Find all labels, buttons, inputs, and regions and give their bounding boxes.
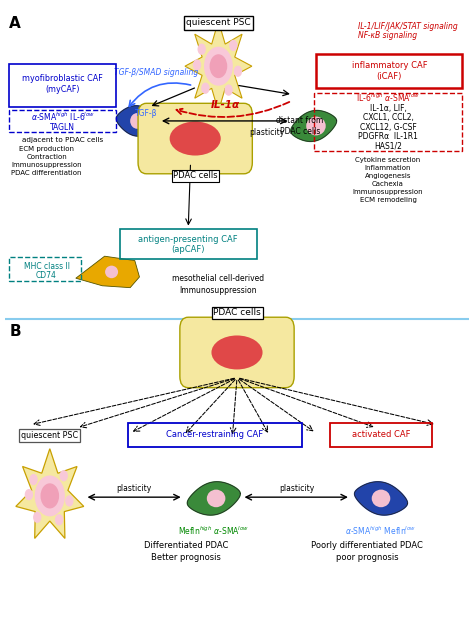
Text: Cytokine secretion
Inflammation
Angiogenesis
Cachexia
Immunosuppression
ECM remo: Cytokine secretion Inflammation Angiogen…: [353, 157, 423, 204]
Ellipse shape: [234, 65, 242, 77]
Text: IL-1α, LIF,: IL-1α, LIF,: [370, 104, 406, 113]
Ellipse shape: [25, 489, 33, 500]
FancyBboxPatch shape: [138, 103, 252, 174]
Ellipse shape: [193, 59, 201, 71]
Text: MHC class II: MHC class II: [24, 262, 70, 271]
Text: activated CAF: activated CAF: [352, 430, 410, 439]
Ellipse shape: [105, 266, 118, 278]
Text: HAS1/2: HAS1/2: [374, 142, 402, 151]
Ellipse shape: [130, 113, 144, 129]
Text: (myCAF): (myCAF): [46, 85, 80, 94]
Text: (apCAF): (apCAF): [172, 245, 205, 254]
Text: plasticity: plasticity: [116, 484, 152, 493]
Text: CXCL1, CCL2,: CXCL1, CCL2,: [363, 113, 413, 122]
Text: plasticity: plasticity: [250, 128, 285, 137]
Ellipse shape: [225, 85, 233, 96]
Ellipse shape: [204, 47, 233, 85]
Text: quiescent PSC: quiescent PSC: [21, 431, 78, 440]
Text: PDGFRα  IL-1R1: PDGFRα IL-1R1: [358, 132, 418, 141]
Text: TGF-β/SMAD signaling: TGF-β/SMAD signaling: [114, 68, 198, 77]
Text: IL-6$^{high}$ $\alpha$-SMA$^{low}$: IL-6$^{high}$ $\alpha$-SMA$^{low}$: [356, 92, 420, 105]
Ellipse shape: [170, 121, 221, 155]
Ellipse shape: [372, 490, 390, 507]
Text: MefIn$^{high}$: MefIn$^{high}$: [39, 433, 74, 446]
FancyBboxPatch shape: [180, 317, 294, 388]
Ellipse shape: [33, 512, 41, 523]
Text: PDAC cells: PDAC cells: [213, 308, 261, 317]
Ellipse shape: [198, 44, 206, 55]
Polygon shape: [76, 256, 139, 288]
Text: quiescent PSC: quiescent PSC: [186, 18, 251, 27]
Polygon shape: [355, 482, 408, 515]
Text: NF-κB signaling: NF-κB signaling: [358, 31, 417, 40]
Ellipse shape: [60, 470, 68, 482]
Text: plasticity: plasticity: [279, 484, 314, 493]
Text: Cancer-restraining CAF: Cancer-restraining CAF: [166, 430, 263, 439]
Text: MefIn$^{high}$ $\alpha$-SMA$^{low}$: MefIn$^{high}$ $\alpha$-SMA$^{low}$: [178, 525, 249, 537]
Ellipse shape: [35, 476, 65, 516]
Text: TGF-β: TGF-β: [135, 109, 158, 118]
Text: IL-1α: IL-1α: [211, 100, 240, 110]
Text: myofibroblastic CAF: myofibroblastic CAF: [22, 74, 103, 83]
Ellipse shape: [55, 514, 63, 525]
Text: Poorly differentiated PDAC
poor prognosis: Poorly differentiated PDAC poor prognosi…: [311, 541, 423, 562]
Ellipse shape: [201, 83, 210, 94]
Text: antigen-presenting CAF: antigen-presenting CAF: [138, 235, 238, 244]
Polygon shape: [116, 106, 158, 136]
Text: mesothelial cell-derived
Immunosuppression: mesothelial cell-derived Immunosuppressi…: [173, 274, 264, 295]
Text: $\alpha$-SMA$^{high}$ IL-6$^{low}$: $\alpha$-SMA$^{high}$ IL-6$^{low}$: [31, 111, 95, 123]
Ellipse shape: [229, 40, 237, 51]
Ellipse shape: [211, 336, 263, 369]
Ellipse shape: [210, 54, 227, 78]
Ellipse shape: [65, 495, 73, 507]
Polygon shape: [185, 21, 252, 112]
Text: CXCL12, G-CSF: CXCL12, G-CSF: [360, 123, 416, 132]
Text: Differentiated PDAC
Better prognosis: Differentiated PDAC Better prognosis: [144, 541, 228, 562]
Polygon shape: [187, 482, 240, 515]
Text: ECM production
Contraction
Immunosuppression
PDAC differentiation: ECM production Contraction Immunosuppres…: [11, 146, 82, 176]
Text: PDAC cells: PDAC cells: [173, 171, 218, 180]
Ellipse shape: [29, 474, 38, 485]
Ellipse shape: [306, 116, 326, 135]
Text: distant from
PDAC cells: distant from PDAC cells: [276, 116, 323, 136]
Text: (iCAF): (iCAF): [377, 72, 402, 81]
Text: TAGLN: TAGLN: [50, 123, 75, 132]
Polygon shape: [16, 449, 84, 539]
Polygon shape: [291, 110, 337, 141]
Ellipse shape: [207, 490, 226, 507]
Text: adjacent to PDAC cells: adjacent to PDAC cells: [22, 137, 103, 143]
Text: inflammatory CAF: inflammatory CAF: [352, 61, 427, 70]
Text: B: B: [9, 324, 21, 339]
Text: $\alpha$-SMA$^{high}$ MefIn$^{low}$: $\alpha$-SMA$^{high}$ MefIn$^{low}$: [346, 525, 417, 537]
Text: CD74: CD74: [36, 271, 57, 280]
Ellipse shape: [40, 483, 59, 508]
Text: A: A: [9, 16, 21, 31]
Text: IL-1/LIF/JAK/STAT signaling: IL-1/LIF/JAK/STAT signaling: [358, 22, 457, 31]
